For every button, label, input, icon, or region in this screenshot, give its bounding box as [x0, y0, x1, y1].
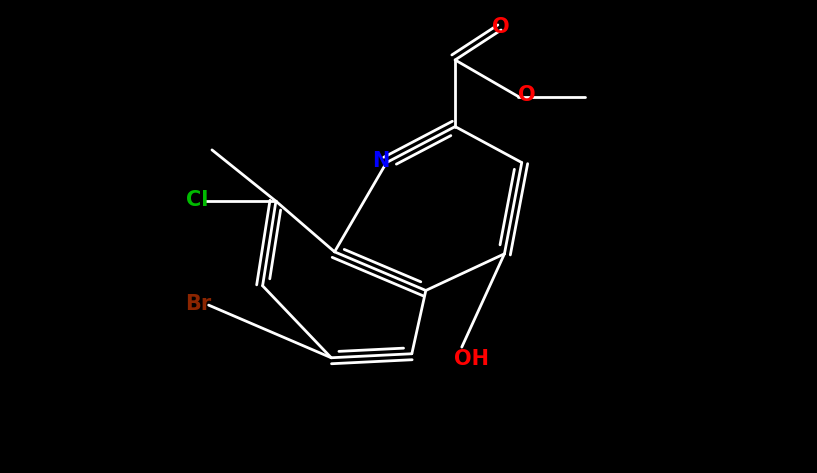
Text: Cl: Cl	[186, 190, 208, 210]
Text: Br: Br	[185, 294, 212, 314]
Text: N: N	[373, 151, 390, 171]
Text: OH: OH	[454, 349, 489, 369]
Text: O: O	[493, 17, 510, 36]
Text: O: O	[518, 85, 535, 105]
